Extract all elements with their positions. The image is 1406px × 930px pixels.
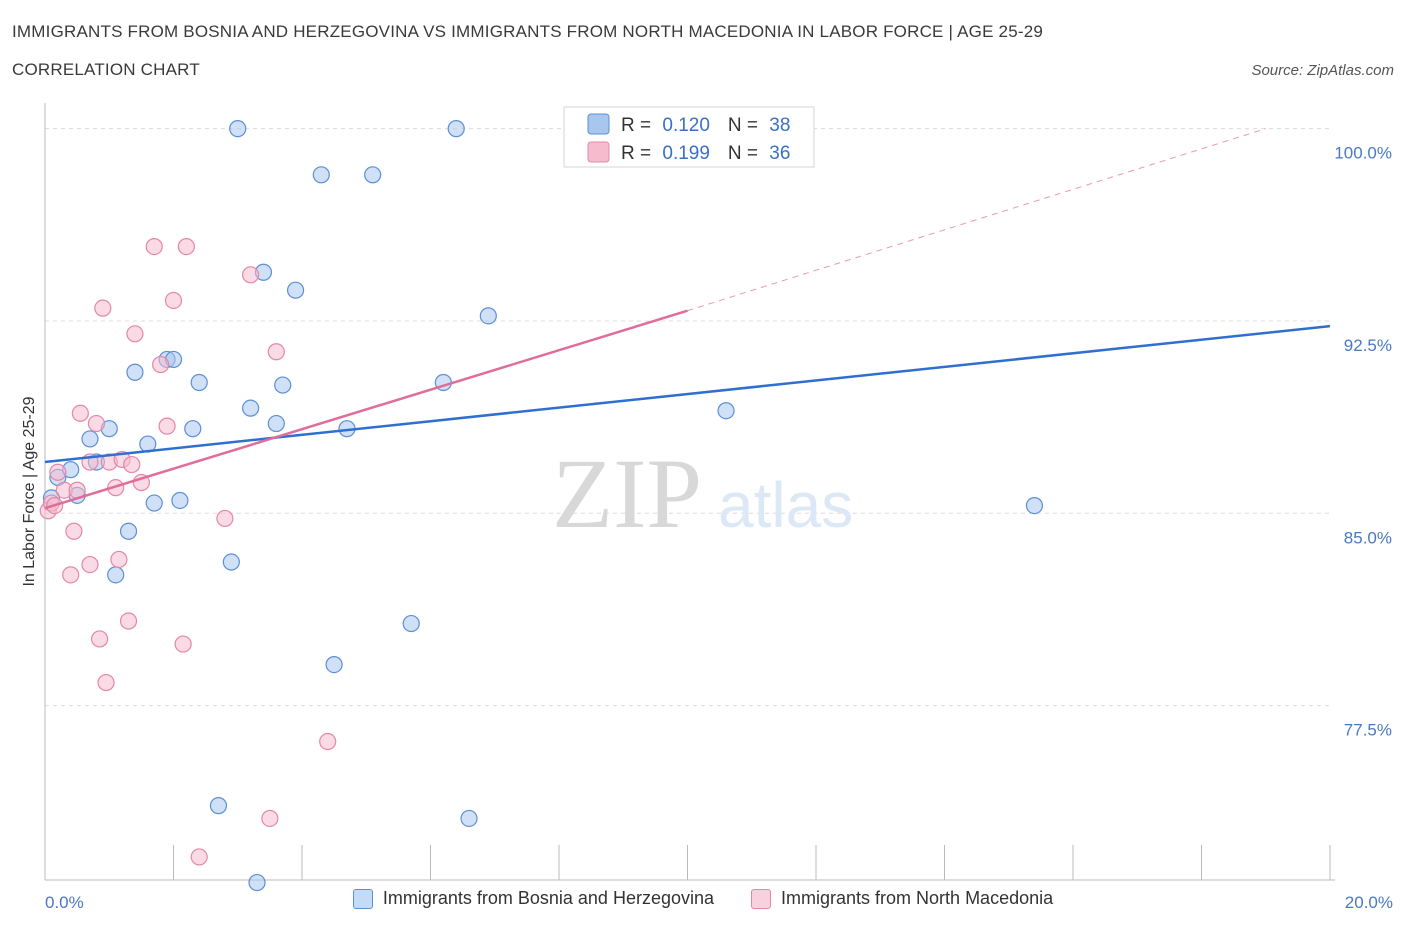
point-bosnia [274, 376, 292, 394]
point-macedonia [174, 635, 192, 653]
point-bosnia [460, 809, 478, 828]
y-tick-label: 92.5% [1344, 336, 1392, 355]
point-macedonia [158, 417, 176, 435]
point-macedonia [65, 522, 83, 540]
legend-swatch-macedonia [751, 888, 772, 909]
point-macedonia [97, 673, 115, 692]
legend-n-label: N = [728, 115, 763, 136]
point-macedonia [110, 550, 128, 569]
point-macedonia [177, 238, 195, 256]
point-macedonia [216, 509, 234, 528]
point-macedonia [319, 732, 337, 751]
point-macedonia [190, 848, 208, 866]
x-tick-label: 0.0% [45, 893, 84, 912]
point-bosnia [190, 373, 208, 392]
legend-row-bosnia: R = 0.120 N = 38 [621, 115, 790, 136]
point-macedonia [71, 404, 89, 422]
watermark-zip: ZIP [552, 438, 702, 549]
legend-r-label: R = [621, 115, 656, 136]
y-tick-label: 77.5% [1344, 721, 1392, 740]
point-bosnia [81, 430, 99, 448]
point-bosnia [248, 873, 266, 892]
point-macedonia [123, 455, 141, 474]
legend-r-label: R = [621, 143, 656, 164]
data-points [39, 120, 1044, 892]
x-tick-labels: 0.0% 20.0% [45, 893, 1393, 912]
legend-swatch-bosnia [587, 113, 610, 135]
grid-lines [45, 128, 1330, 707]
point-bosnia [286, 281, 305, 299]
legend-n-label: N = [728, 143, 763, 164]
chart-subtitle: CORRELATION CHART [12, 60, 200, 79]
point-macedonia [49, 463, 67, 481]
chart-title: IMMIGRANTS FROM BOSNIA AND HERZEGOVINA V… [12, 22, 1044, 41]
point-macedonia [91, 630, 109, 648]
legend-row-macedonia: R = 0.199 N = 36 [621, 143, 790, 164]
point-macedonia [145, 238, 163, 256]
point-macedonia [164, 291, 183, 310]
legend-label-bosnia: Immigrants from Bosnia and Herzegovina [382, 888, 715, 908]
legend-swatch-bosnia [352, 888, 373, 909]
point-bosnia [364, 166, 382, 184]
point-macedonia [62, 566, 80, 584]
legend-r-value: 0.120 [662, 115, 710, 136]
legend-swatch-macedonia [587, 141, 610, 163]
point-bosnia [119, 522, 138, 540]
trend-extension-macedonia [687, 128, 1266, 312]
legend-item-macedonia[interactable]: Immigrants from North Macedonia [751, 888, 1053, 909]
series-legend: Immigrants from Bosnia and Herzegovina I… [0, 888, 1406, 914]
point-macedonia [94, 299, 112, 317]
point-macedonia [267, 343, 285, 361]
point-bosnia [126, 363, 144, 381]
watermark-atlas: atlas [718, 469, 853, 541]
trend-line-macedonia [44, 309, 688, 510]
y-tick-labels: 100.0% 92.5% 85.0% 77.5% [1334, 144, 1392, 740]
point-bosnia [267, 414, 285, 433]
legend-n-value: 36 [769, 143, 790, 164]
point-bosnia [479, 307, 497, 325]
point-macedonia [261, 809, 279, 828]
source-label: Source: ZipAtlas.com [1251, 62, 1394, 79]
legend-r-value: 0.199 [662, 143, 710, 164]
legend-n-value: 38 [769, 115, 790, 136]
point-macedonia [126, 325, 144, 343]
point-bosnia [312, 166, 330, 184]
correlation-legend: R = 0.120 N = 38 R = 0.199 N = 36 [563, 106, 815, 168]
watermark: ZIP atlas [552, 438, 853, 549]
point-bosnia [242, 399, 260, 417]
point-bosnia [184, 420, 202, 438]
point-bosnia [447, 120, 465, 138]
y-axis-label: In Labor Force | Age 25-29 [21, 396, 38, 586]
point-bosnia [107, 566, 125, 584]
point-bosnia [222, 553, 240, 571]
point-macedonia [152, 355, 170, 374]
point-bosnia [145, 494, 163, 512]
point-bosnia [717, 402, 735, 420]
y-tick-label: 100.0% [1334, 144, 1392, 163]
x-tick-label: 20.0% [1345, 893, 1393, 912]
trend-line-bosnia [44, 324, 1331, 464]
point-macedonia [81, 555, 99, 574]
y-tick-label: 85.0% [1344, 528, 1392, 547]
trend-lines [44, 128, 1331, 510]
point-macedonia [119, 612, 138, 630]
point-bosnia [402, 614, 420, 633]
axes [44, 103, 1335, 881]
point-macedonia [87, 414, 106, 433]
point-bosnia [1025, 497, 1044, 515]
legend-label-macedonia: Immigrants from North Macedonia [781, 888, 1054, 908]
point-bosnia [209, 797, 228, 815]
point-bosnia [325, 655, 343, 674]
legend-item-bosnia[interactable]: Immigrants from Bosnia and Herzegovina [352, 888, 715, 909]
point-bosnia [171, 491, 189, 510]
point-bosnia [229, 120, 247, 138]
point-macedonia [242, 266, 260, 284]
